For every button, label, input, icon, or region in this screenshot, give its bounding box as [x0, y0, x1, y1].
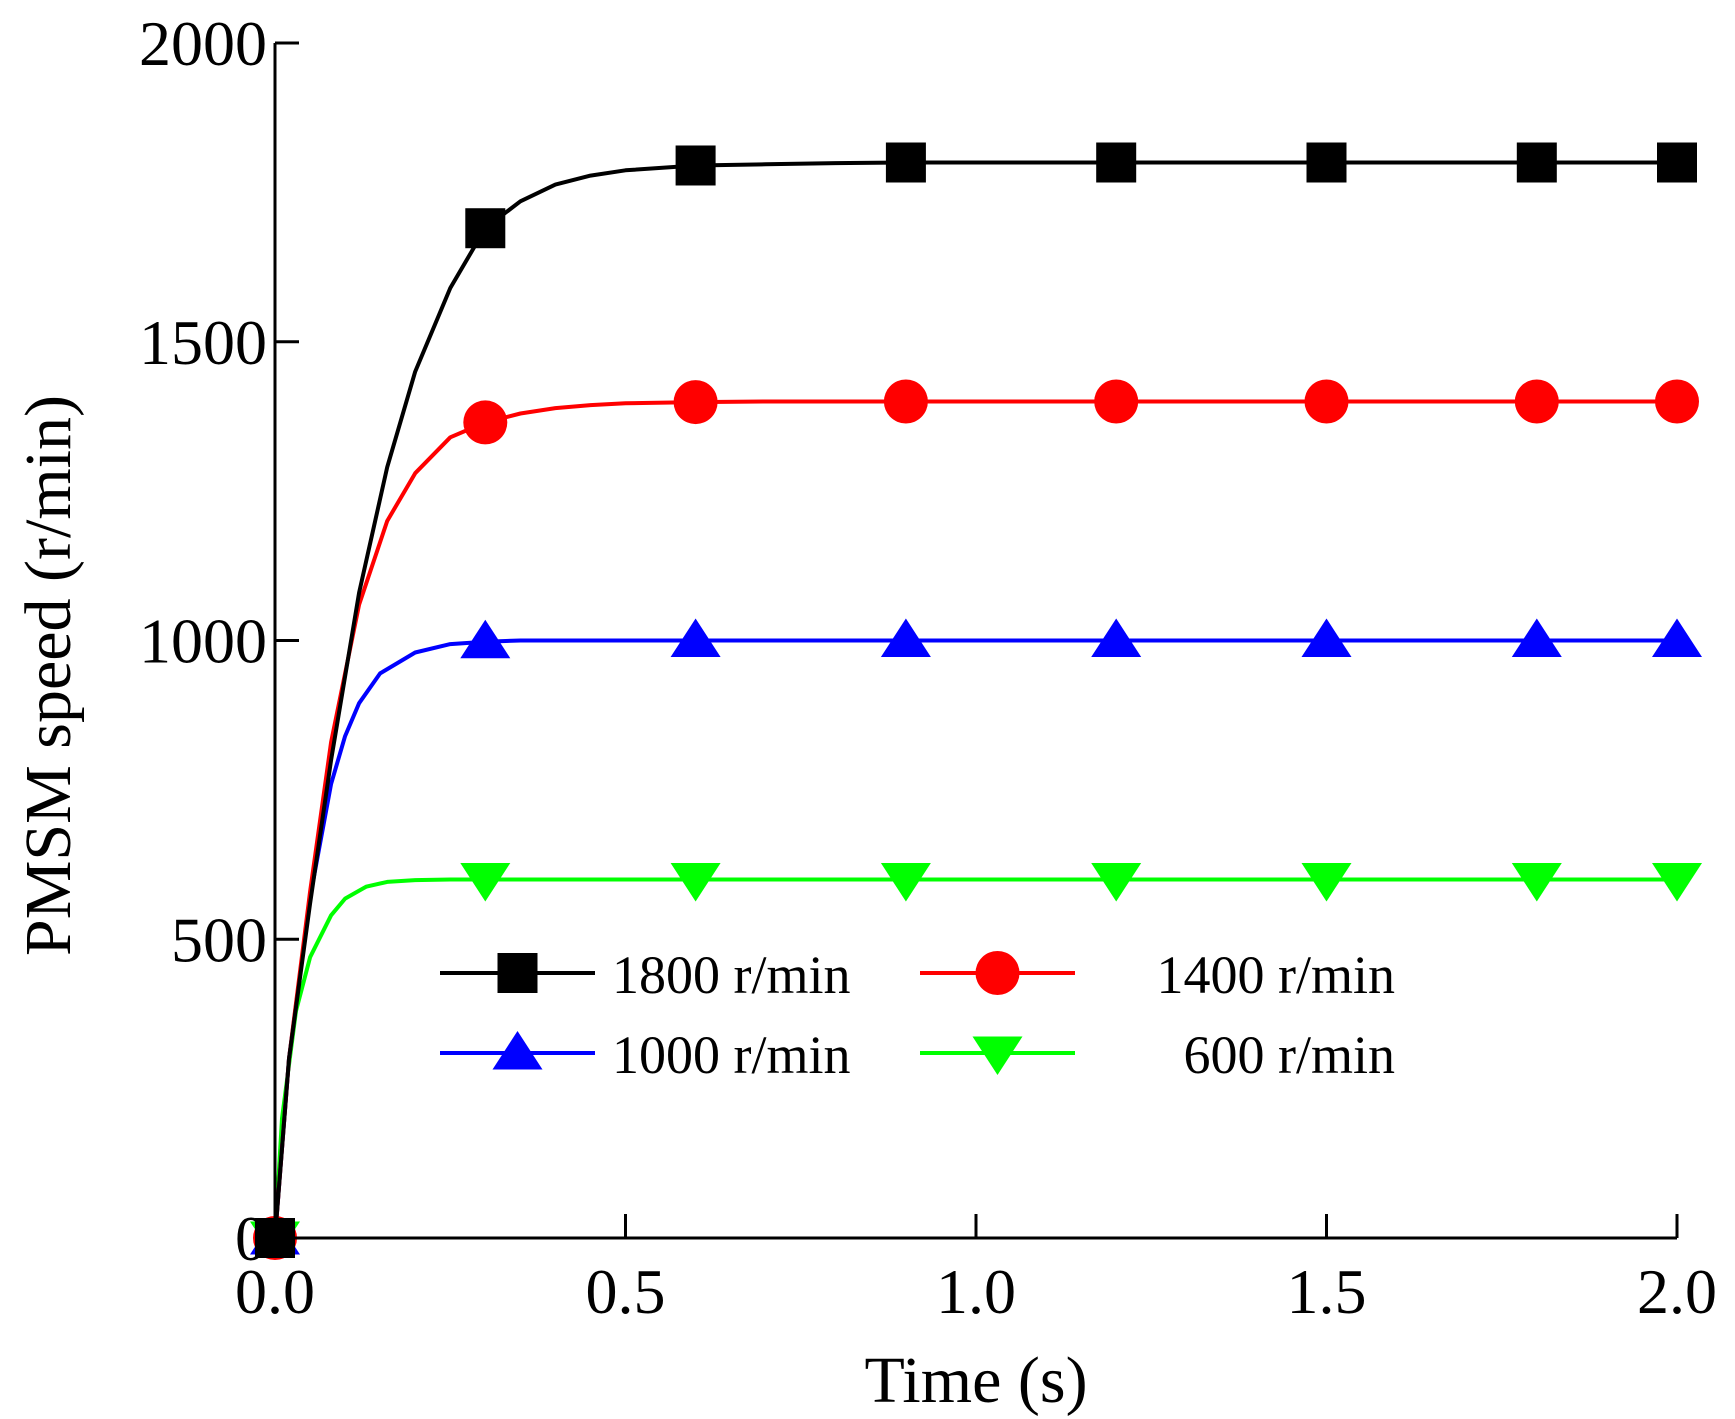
series-marker-1000-r-min [1652, 618, 1702, 657]
series-line-600-r-min [273, 877, 1677, 1239]
y-tick-label: 1500 [139, 307, 267, 378]
series-marker-1400-r-min [883, 379, 928, 424]
series-marker-1400-r-min [673, 380, 718, 425]
legend-item-1000-r-min: 1000 r/min [440, 1025, 851, 1085]
series-marker-1400-r-min [1094, 379, 1139, 424]
series-marker-600-r-min [880, 863, 931, 902]
series-marker-1000-r-min [1091, 618, 1142, 657]
series-marker-600-r-min [460, 863, 511, 902]
y-tick-label: 1000 [139, 606, 267, 677]
series-marker-1800-r-min [675, 145, 716, 186]
series-marker-1800-r-min [1096, 142, 1137, 183]
series-marker-600-r-min [1091, 863, 1142, 902]
y-tick-label: 0 [235, 1203, 267, 1274]
x-tick-label: 1.5 [1287, 1256, 1367, 1327]
series-marker-1000-r-min [460, 619, 511, 659]
legend-marker-600-r-min [972, 1036, 1023, 1075]
series-marker-1400-r-min [1514, 379, 1559, 424]
series-marker-1800-r-min [885, 142, 926, 183]
series-1400-r-min [253, 379, 1699, 1260]
series-marker-600-r-min [670, 863, 721, 902]
series-marker-1800-r-min [1516, 142, 1557, 183]
series-line-1400-r-min [273, 399, 1677, 1239]
x-tick-label: 1.0 [936, 1256, 1016, 1327]
series-marker-1800-r-min [1657, 142, 1697, 183]
legend: 1800 r/min 1400 r/min 1000 r/min 600 r/min [440, 945, 1395, 1085]
series-marker-1000-r-min [1511, 618, 1562, 657]
series-marker-1800-r-min [1306, 142, 1347, 183]
series-marker-1000-r-min [1301, 618, 1352, 657]
ticks-layer: 0.0 0.5 1.0 1.5 2.0 0 500 1000 1500 2000 [139, 8, 1717, 1327]
series-1800-r-min [255, 142, 1697, 1258]
legend-label-1400-r-min: 1400 r/min [1157, 945, 1396, 1005]
legend-label-1000-r-min: 1000 r/min [612, 1025, 851, 1085]
legend-item-1800-r-min: 1800 r/min [440, 945, 851, 1005]
series-marker-1000-r-min [670, 618, 721, 657]
series-600-r-min [250, 863, 1702, 1260]
series-marker-600-r-min [1301, 863, 1352, 902]
series-marker-1400-r-min [1655, 379, 1699, 424]
series-marker-1000-r-min [880, 618, 931, 657]
series-marker-600-r-min [1511, 863, 1562, 902]
series-line-1800-r-min [273, 160, 1677, 1239]
legend-label-1800-r-min: 1800 r/min [612, 945, 851, 1005]
series-layer [250, 142, 1702, 1260]
legend-item-600-r-min: 600 r/min [920, 1025, 1395, 1085]
x-tick-label: 0.5 [586, 1256, 666, 1327]
series-line-1000-r-min [273, 638, 1677, 1239]
legend-item-1400-r-min: 1400 r/min [920, 945, 1395, 1005]
x-tick-label: 0.0 [235, 1256, 315, 1327]
y-axis-label: PMSM speed (r/min) [12, 395, 85, 956]
legend-marker-1800-r-min [497, 953, 538, 993]
x-axis-label: Time (s) [864, 1344, 1087, 1417]
series-marker-1400-r-min [463, 400, 508, 445]
y-tick-label: 500 [171, 904, 267, 975]
x-tick-label: 2.0 [1637, 1256, 1717, 1327]
series-marker-1400-r-min [1304, 379, 1349, 424]
legend-marker-1000-r-min [492, 1031, 543, 1070]
series-marker-600-r-min [1652, 863, 1702, 902]
series-1000-r-min [250, 618, 1702, 1255]
legend-marker-1400-r-min [975, 951, 1020, 995]
series-marker-1800-r-min [465, 208, 506, 249]
legend-label-600-r-min: 600 r/min [1184, 1025, 1396, 1085]
y-tick-label: 2000 [139, 8, 267, 79]
